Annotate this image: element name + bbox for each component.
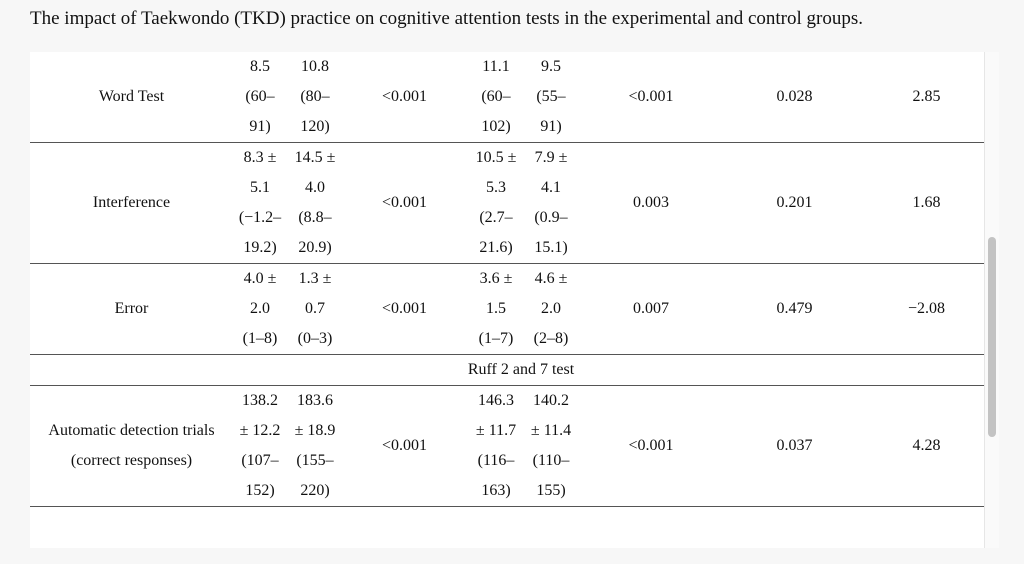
table-caption: The impact of Taekwondo (TKD) practice o… [30, 8, 864, 29]
tkd-pre-cell: 8.5 (60– 91) [233, 52, 287, 143]
effect-value: 1.68 [863, 142, 990, 264]
p-value-experimental: <0.001 [343, 385, 466, 507]
row-label-error: Error [30, 263, 233, 355]
effect-value: 4.28 [863, 385, 990, 507]
p-value-experimental: <0.001 [343, 263, 466, 355]
p-value-control: <0.001 [576, 52, 726, 143]
control-pre-cell: 11.1 (60– 102) [466, 52, 526, 143]
vertical-scrollbar[interactable] [984, 52, 999, 548]
p-value-control: 0.003 [576, 142, 726, 264]
control-pre-cell: 10.5 ±5.3 (2.7– 21.6) [466, 142, 526, 264]
control-post-cell: 140.2 ± 11.4 (110– 155) [526, 385, 576, 507]
p-value-between: 0.028 [726, 52, 863, 143]
tkd-post-cell: 1.3 ±0.7 (0–3) [287, 263, 343, 355]
p-value-between: 0.037 [726, 385, 863, 507]
control-pre-cell: 146.3 ± 11.7 (116– 163) [466, 385, 526, 507]
control-post-cell: 9.5 (55– 91) [526, 52, 576, 143]
control-post-cell: 7.9 ±4.1 (0.9– 15.1) [526, 142, 576, 264]
p-value-control: <0.001 [576, 385, 726, 507]
effect-value: 2.85 [863, 52, 990, 143]
control-pre-cell: 3.6 ±1.5 (1–7) [466, 263, 526, 355]
tkd-post-cell: 183.6 ± 18.9 (155– 220) [287, 385, 343, 507]
row-label-automatic-detection: Automatic detection trials (correct respo… [30, 385, 233, 507]
p-value-between: 0.201 [726, 142, 863, 264]
control-post-cell: 4.6 ±2.0 (2–8) [526, 263, 576, 355]
p-value-control: 0.007 [576, 263, 726, 355]
table-panel[interactable]: Word Test 8.5 (60– 91) 10.8 (80– 120) <0.001… [30, 52, 990, 548]
tkd-pre-cell: 138.2 ± 12.2 (107– 152) [233, 385, 287, 507]
table-row: Word Test 8.5 (60– 91) 10.8 (80– 120) <0.001… [30, 52, 990, 143]
results-table: Word Test 8.5 (60– 91) 10.8 (80– 120) <0.001… [30, 52, 990, 507]
tkd-pre-cell: 8.3 ±5.1 (−1.2– 19.2) [233, 142, 287, 264]
scrollbar-thumb[interactable] [988, 237, 996, 437]
effect-value: −2.08 [863, 263, 990, 355]
section-row: Ruff 2 and 7 test [30, 354, 990, 386]
p-value-experimental: <0.001 [343, 142, 466, 264]
table-row: Automatic detection trials (correct respo… [30, 385, 990, 507]
section-title: Ruff 2 and 7 test [466, 354, 576, 386]
table-row: Interference 8.3 ±5.1 (−1.2– 19.2) 14.5 ±4… [30, 142, 990, 264]
row-label-word-test: Word Test [30, 52, 233, 143]
tkd-pre-cell: 4.0 ±2.0 (1–8) [233, 263, 287, 355]
p-value-between: 0.479 [726, 263, 863, 355]
p-value-experimental: <0.001 [343, 52, 466, 143]
tkd-post-cell: 14.5 ±4.0 (8.8– 20.9) [287, 142, 343, 264]
tkd-post-cell: 10.8 (80– 120) [287, 52, 343, 143]
row-label-interference: Interference [30, 142, 233, 264]
table-row: Error 4.0 ±2.0 (1–8) 1.3 ±0.7 (0–3) <0.001… [30, 263, 990, 355]
